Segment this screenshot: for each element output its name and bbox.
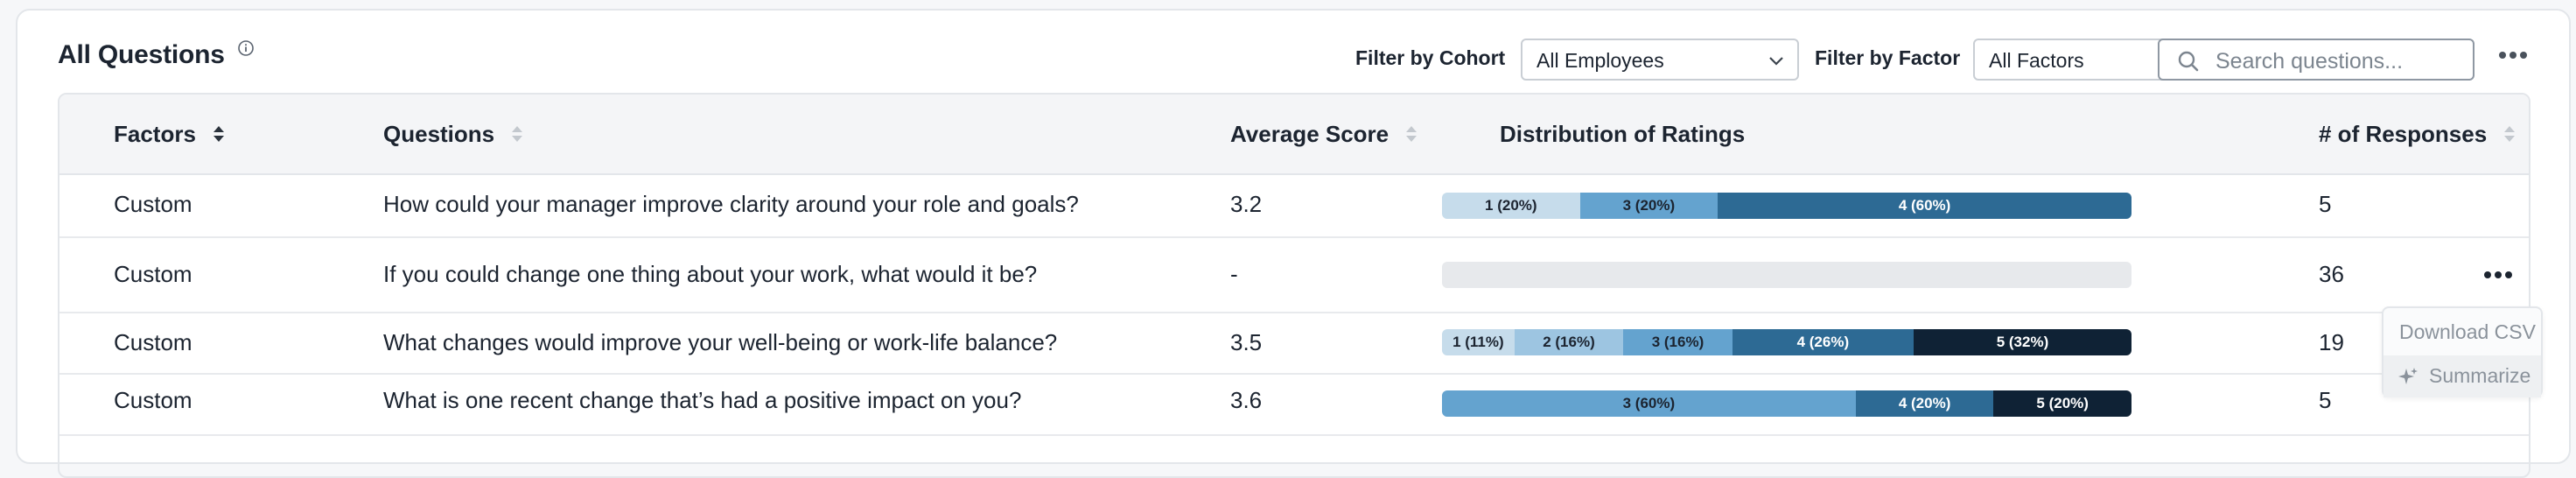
rating-distribution-bar[interactable] [1442, 262, 2132, 288]
average-score-cell: - [1230, 261, 1238, 287]
rating-segment: 3 (60%) [1442, 390, 1856, 417]
average-score-cell: 3.2 [1230, 191, 1263, 217]
rating-segment: 1 (20%) [1442, 193, 1580, 219]
summarize-label: Summarize [2429, 364, 2531, 387]
question-cell: What changes would improve your well-bei… [383, 329, 1058, 355]
sparkle-icon [2398, 368, 2418, 384]
average-score-cell: 3.5 [1230, 329, 1263, 355]
search-icon [2178, 51, 2199, 72]
question-cell: How could your manager improve clarity a… [383, 191, 1079, 217]
cohort-select-value: All Employees [1536, 49, 1664, 72]
factor-select-value: All Factors [1989, 49, 2084, 72]
rating-segment: 4 (20%) [1855, 390, 1994, 417]
table-row[interactable]: Custom How could your manager improve cla… [60, 175, 2529, 238]
question-cell: What is one recent change that’s had a p… [383, 387, 1022, 413]
search-placeholder: Search questions... [2216, 49, 2404, 74]
rating-distribution-bar[interactable]: 3 (60%) 4 (20%) 5 (20%) [1442, 390, 2132, 417]
page-title: All Questions [58, 40, 225, 69]
rating-distribution-bar[interactable]: 1 (20%) 3 (20%) 4 (60%) [1442, 193, 2132, 219]
rating-segment: 3 (16%) [1623, 329, 1732, 355]
download-csv-menu-item[interactable]: Download CSV [2399, 320, 2536, 343]
column-distribution: Distribution of Ratings [1500, 121, 1745, 148]
chevron-down-icon [1769, 57, 1783, 66]
sort-icon [2504, 126, 2516, 143]
table-row[interactable]: Custom What changes would improve your we… [60, 313, 2529, 375]
rating-segment: 5 (32%) [1913, 329, 2132, 355]
question-cell: If you could change one thing about your… [383, 261, 1038, 287]
average-score-cell: 3.6 [1230, 387, 1263, 413]
column-factors-label: Factors [114, 121, 196, 147]
cohort-filter-label: Filter by Cohort [1355, 46, 1506, 69]
info-icon[interactable] [237, 39, 255, 57]
table-row[interactable]: Custom What is one recent change that’s h… [60, 375, 2529, 436]
row-more-options-icon[interactable] [2483, 270, 2513, 280]
column-responses[interactable]: # of Responses [2319, 121, 2516, 148]
rating-distribution-bar[interactable]: 1 (11%) 2 (16%) 3 (16%) 4 (26%) 5 (32%) [1442, 329, 2132, 355]
factor-filter-label: Filter by Factor [1815, 46, 1961, 69]
rating-segment: 1 (11%) [1442, 329, 1515, 355]
cohort-select[interactable]: All Employees [1521, 39, 1799, 81]
rating-segment: 4 (26%) [1732, 329, 1914, 355]
rating-segment: 3 (20%) [1579, 193, 1718, 219]
column-average-score-label: Average Score [1230, 121, 1390, 147]
rating-segment: 5 (20%) [1993, 390, 2132, 417]
rating-segment: 4 (60%) [1718, 193, 2132, 219]
table-row[interactable]: Custom If you could change one thing abou… [60, 238, 2529, 313]
search-input[interactable]: Search questions... [2158, 39, 2474, 81]
more-options-icon[interactable] [2498, 50, 2528, 60]
rating-segment: 2 (16%) [1514, 329, 1624, 355]
table-header: Factors Questions Average Score Distribu… [60, 95, 2529, 175]
column-distribution-label: Distribution of Ratings [1500, 121, 1746, 147]
responses-cell: 5 [2319, 387, 2332, 413]
column-questions[interactable]: Questions [383, 121, 523, 148]
sort-icon [512, 126, 523, 143]
responses-cell: 36 [2319, 261, 2344, 287]
column-questions-label: Questions [383, 121, 495, 147]
factor-cell: Custom [114, 329, 192, 355]
sort-icon [1406, 126, 1418, 143]
summarize-menu-item[interactable]: Summarize [2384, 355, 2541, 397]
responses-cell: 5 [2319, 191, 2332, 217]
factor-cell: Custom [114, 191, 192, 217]
column-factors[interactable]: Factors [114, 121, 225, 148]
column-average-score[interactable]: Average Score [1230, 121, 1418, 148]
column-responses-label: # of Responses [2319, 121, 2488, 147]
row-actions-menu: Download CSV Summarize [2382, 306, 2543, 397]
responses-cell: 19 [2319, 329, 2344, 355]
factor-cell: Custom [114, 261, 192, 287]
questions-table: Factors Questions Average Score Distribu… [58, 93, 2530, 478]
factor-cell: Custom [114, 387, 192, 413]
sort-icon [214, 126, 225, 143]
